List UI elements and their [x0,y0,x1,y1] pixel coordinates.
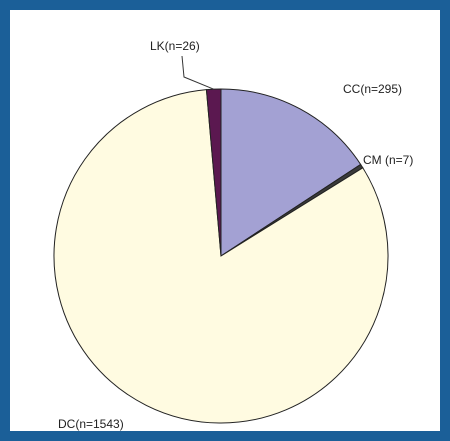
slice-label: LK(n=26) [150,39,200,53]
pie-slice [220,88,362,257]
pie-slice [53,89,389,424]
slice-label: DC(n=1543) [58,417,124,431]
leader-line [181,55,214,90]
slice-label: CM (n=7) [363,153,413,167]
slice-label: CC(n=295) [343,82,402,96]
